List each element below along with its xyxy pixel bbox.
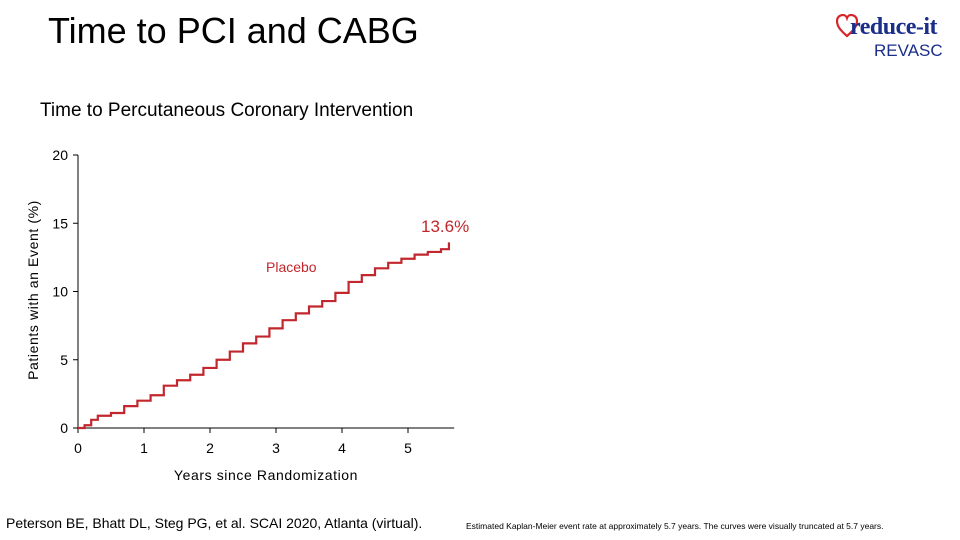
x-tick-label: 0 [74,440,82,456]
citation: Peterson BE, Bhatt DL, Steg PG, et al. S… [6,515,423,531]
x-tick-label: 4 [338,440,346,456]
y-tick-label: 15 [52,215,68,231]
chart-title: Time to Percutaneous Coronary Interventi… [40,100,414,121]
y-tick-label: 0 [60,420,68,436]
y-tick-label: 20 [52,147,68,163]
x-tick-label: 1 [140,440,148,456]
logo-line2: REVASC [874,41,943,60]
series-line-placebo [78,242,451,430]
y-axis-label: Patients with an Event (%) [25,200,41,380]
slide-title: Time to PCI and CABG [48,10,419,51]
series-group [78,242,451,430]
y-tick-label: 10 [52,284,68,300]
x-tick-label: 5 [404,440,412,456]
final-rate-label: 13.6% [421,217,469,236]
footnote: Estimated Kaplan-Meier event rate at app… [466,521,884,531]
x-axis-label: Years since Randomization [174,467,358,483]
heart-icon [836,14,858,38]
y-tick-label: 5 [60,352,68,368]
x-axis: 0 1 2 3 4 5 [74,427,455,456]
series-label-placebo: Placebo [266,259,317,275]
reduce-it-logo: reduce-it REVASC [836,14,948,64]
y-axis: 0 5 10 15 20 [52,147,79,436]
x-tick-label: 2 [206,440,214,456]
x-tick-label: 3 [272,440,280,456]
logo-line1: reduce-it [850,14,938,40]
